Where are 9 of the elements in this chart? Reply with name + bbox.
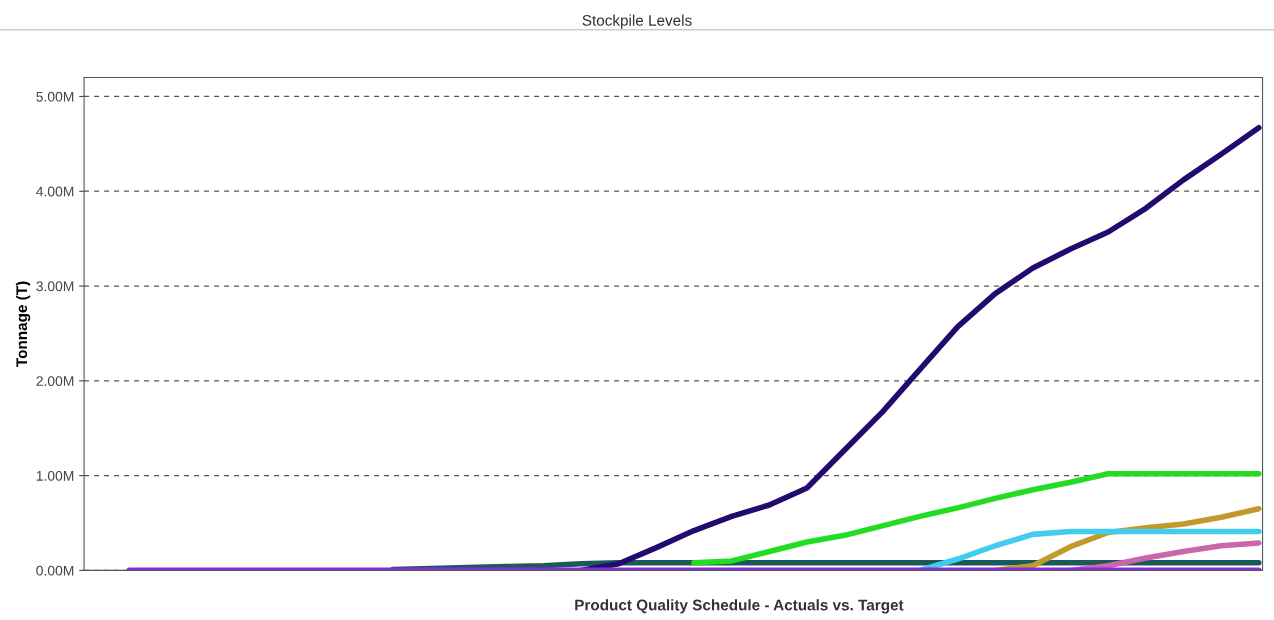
text: Product Quality Schedule - Actuals vs. Target: [575, 599, 904, 614]
y-axis-title: Tonnage (T): [15, 281, 31, 367]
y-tick-label: 0.00M: [36, 565, 74, 576]
y-tick-label: 2.00M: [36, 376, 74, 386]
y-tick-label: 1.00M: [36, 470, 74, 481]
y-tick-label: 4.00M: [36, 186, 74, 197]
y-tick-label: 5.00M: [36, 91, 74, 102]
chart-title: Stockpile Levels: [582, 14, 692, 29]
y-tick-label: 3.00M: [36, 281, 74, 292]
